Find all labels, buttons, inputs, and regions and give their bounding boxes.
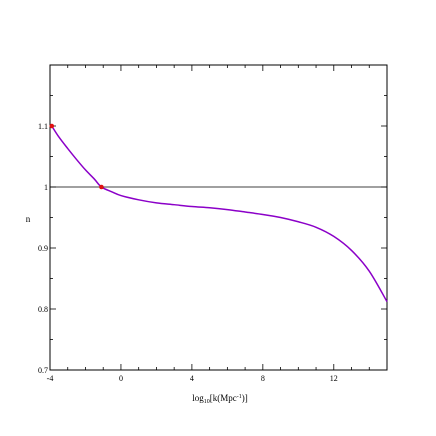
x-axis-label-main: log — [192, 393, 204, 403]
plot-frame — [49, 64, 388, 371]
x-tick-label: 0 — [119, 374, 123, 383]
x-axis-label-superscript: -1 — [237, 394, 242, 400]
x-axis-label: log10[k(Mpc-1)] — [192, 393, 248, 405]
axis-ticks — [49, 64, 388, 371]
data-marker — [49, 123, 55, 129]
series-markers — [49, 123, 104, 190]
y-tick-label: 0.8 — [38, 305, 48, 314]
x-tick-label: -4 — [47, 374, 54, 383]
x-axis-label-unit: [k(Mpc — [210, 393, 237, 403]
y-tick-labels: 0.7 0.8 0.9 1 1.1 — [38, 122, 48, 375]
y-tick-label: 0.7 — [38, 366, 48, 375]
y-tick-label: 1 — [44, 183, 48, 192]
x-axis-label-subscript: 10 — [204, 399, 210, 405]
x-tick-label: 12 — [330, 374, 338, 383]
y-tick-label: 0.9 — [38, 244, 48, 253]
y-tick-label: 1.1 — [38, 122, 48, 131]
data-marker — [99, 184, 104, 190]
x-tick-label: 8 — [261, 374, 265, 383]
x-tick-labels: -4 0 4 8 12 — [47, 374, 338, 383]
y-axis-label: n — [26, 214, 31, 224]
x-axis-label-end: )] — [242, 393, 248, 403]
x-tick-label: 4 — [190, 374, 194, 383]
series-line — [51, 125, 388, 303]
